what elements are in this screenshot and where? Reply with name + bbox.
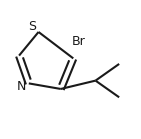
- Text: S: S: [28, 20, 36, 33]
- Text: N: N: [17, 80, 27, 93]
- Text: Br: Br: [72, 35, 86, 48]
